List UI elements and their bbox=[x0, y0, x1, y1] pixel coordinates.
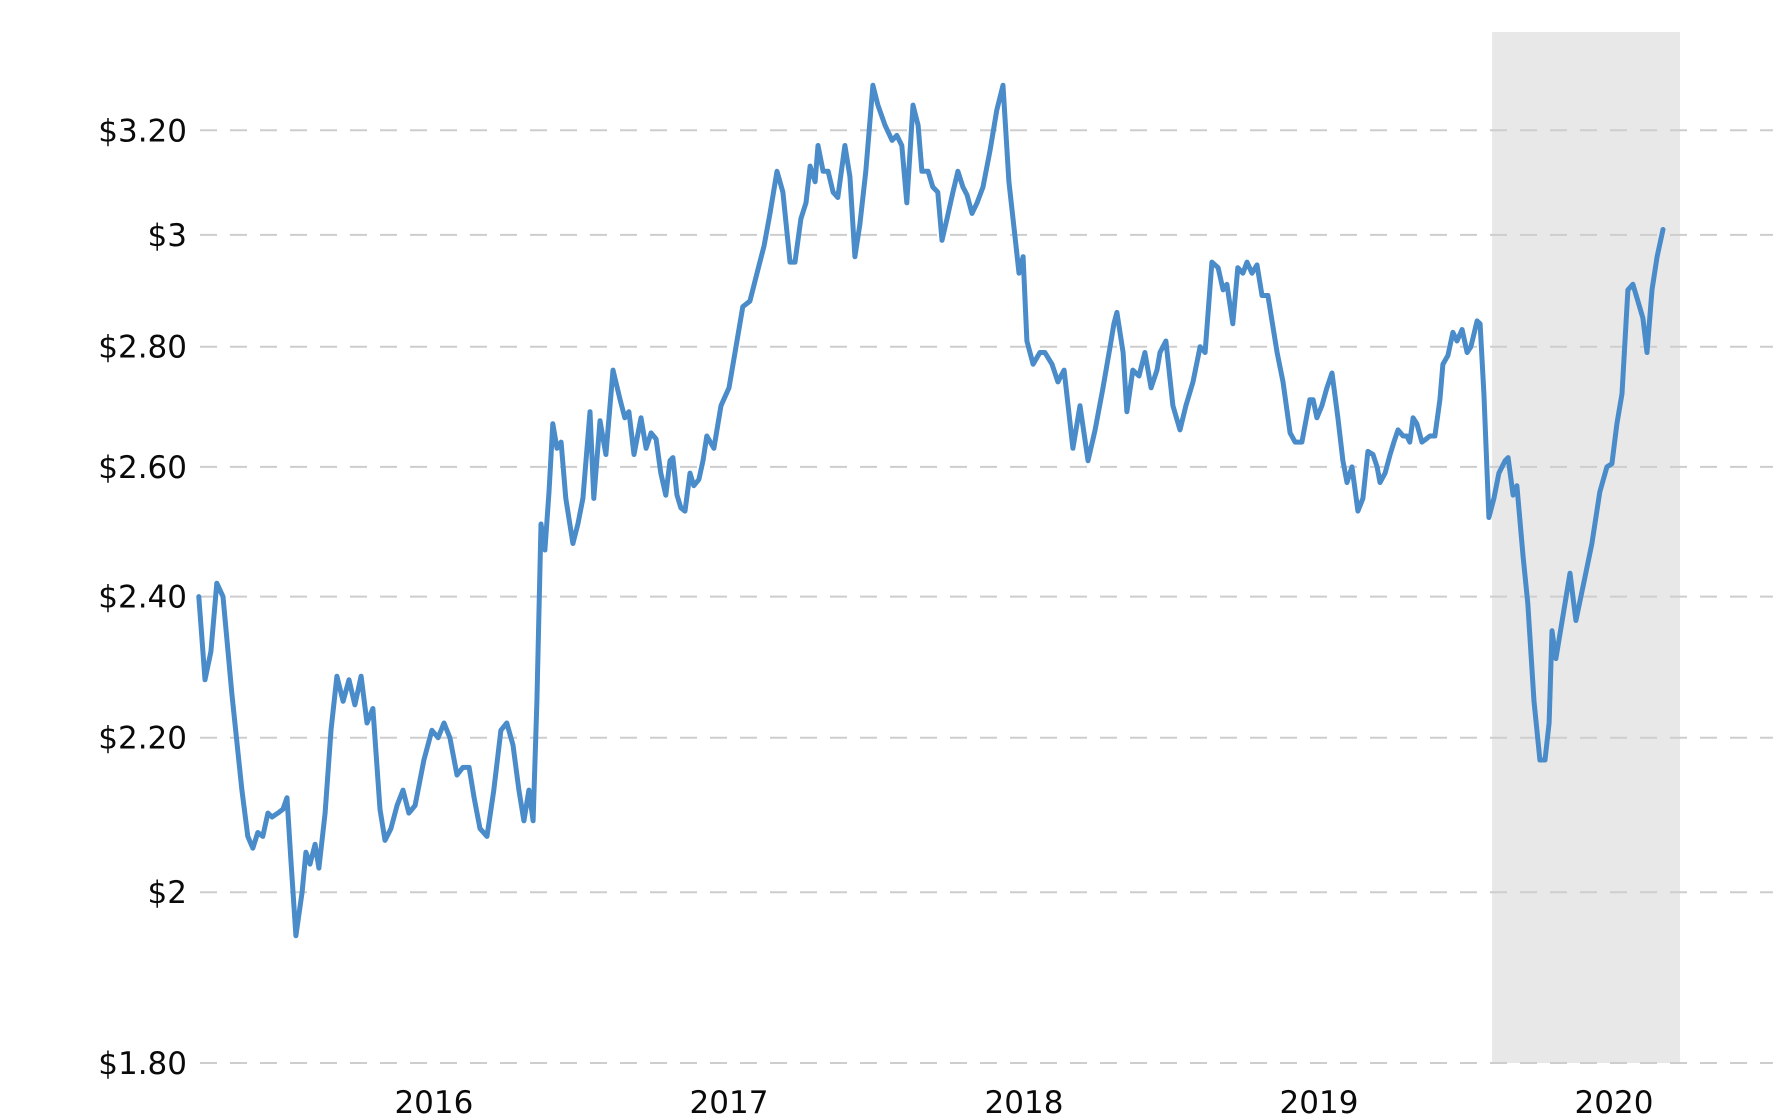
y-tick-label: $3 bbox=[148, 218, 187, 254]
y-tick-label: $2.40 bbox=[98, 580, 187, 616]
x-tick-label: 2019 bbox=[1280, 1085, 1359, 1120]
x-tick-label: 2018 bbox=[985, 1085, 1064, 1120]
x-tick-label: 2017 bbox=[690, 1085, 769, 1120]
price-line bbox=[196, 82, 1666, 939]
x-tick-label: 2016 bbox=[394, 1085, 473, 1120]
y-tick-label: $2.60 bbox=[98, 450, 187, 486]
y-tick-label: $1.80 bbox=[98, 1046, 187, 1082]
y-tick-label: $3.20 bbox=[98, 113, 187, 149]
x-tick-label: 2020 bbox=[1575, 1085, 1654, 1120]
y-tick-label: $2.20 bbox=[98, 721, 187, 757]
y-tick-label: $2 bbox=[148, 875, 187, 911]
y-tick-label: $2.80 bbox=[98, 330, 187, 366]
